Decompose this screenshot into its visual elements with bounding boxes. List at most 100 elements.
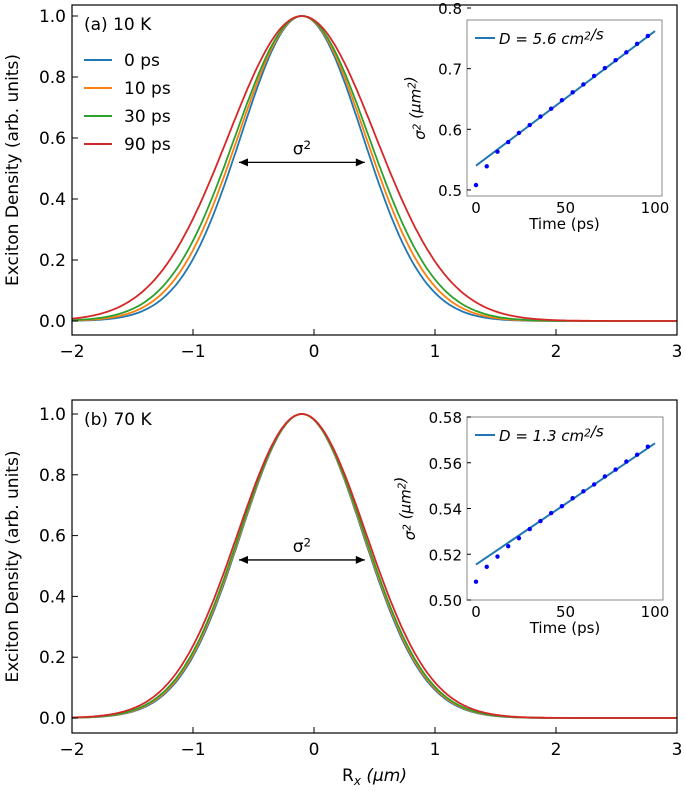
data-point (634, 452, 640, 457)
inset-y-tick-label: 0.52 (429, 546, 462, 564)
data-point (495, 554, 500, 559)
y-tick-label: 0.6 (39, 527, 66, 547)
data-point (591, 482, 597, 487)
x-tick-label: 3 (672, 342, 683, 362)
axes-frame (71, 4, 678, 336)
sigma-annotation: σ2 (293, 138, 311, 159)
data-point (591, 73, 597, 79)
y-axis-label: Exciton Density (arb. units) (3, 54, 23, 286)
data-point (506, 139, 511, 145)
data-point (548, 106, 554, 111)
curve-90-ps (71, 15, 677, 322)
x-axis-label: Rx (μm) (342, 766, 407, 788)
y-tick-label: 1.0 (39, 7, 66, 27)
data-point (516, 130, 522, 136)
data-point (516, 536, 522, 541)
data-point (613, 467, 618, 472)
data-point (634, 41, 640, 46)
data-point (602, 474, 608, 479)
data-point (570, 496, 575, 501)
inset-y-axis-label: σ2 (μm2) (392, 477, 419, 541)
inset-legend-label: D = 5.6 cm2/s (499, 25, 604, 48)
x-tick-label: −2 (59, 740, 84, 760)
sigma-annotation: σ2 (293, 536, 311, 557)
data-point (602, 65, 608, 71)
y-tick-label: 0.6 (39, 129, 66, 149)
legend-label: 90 ps (124, 135, 171, 155)
x-tick-label: −1 (180, 342, 205, 362)
x-tick-label: 2 (551, 342, 562, 362)
data-point (645, 444, 651, 449)
inset-a: 0.5 0.6 0.7 0.8 0 50 100 Time (ps) σ2 (μm2) D = 5… (402, 0, 670, 233)
panel-b: −2 −1 0 1 2 3 0.0 0.2 0.4 0.6 0.8 1.0 Exciton Densit… (3, 399, 683, 788)
inset-y-axis-label: σ2 (μm2) (402, 76, 429, 140)
x-tick-label: 1 (430, 342, 441, 362)
inset-y-tick-label: 0.5 (438, 182, 462, 200)
data-point (527, 122, 532, 128)
panel-title: (b) 70 K (84, 410, 152, 430)
data-point (538, 518, 543, 524)
y-tick-label: 0.2 (39, 251, 66, 271)
y-tick-label: 0.0 (39, 312, 66, 332)
inset-x-tick-label: 0 (471, 603, 481, 621)
y-tick-label: 0.4 (39, 190, 66, 210)
legend-label: 0 ps (124, 51, 160, 71)
data-point (559, 97, 565, 103)
inset-legend-label: D = 1.3 cm2/s (499, 422, 604, 445)
data-point (645, 33, 651, 39)
inset-x-tick-label: 50 (556, 199, 575, 217)
panel-title: (a) 10 K (84, 15, 152, 35)
y-axis-label: Exciton Density (arb. units) (3, 451, 23, 683)
data-point (473, 579, 479, 584)
y-tick-label: 0.0 (39, 709, 66, 729)
axes-frame (71, 399, 678, 734)
x-tick-label: 3 (672, 740, 683, 760)
curve-90-ps (72, 413, 677, 719)
data-point (484, 164, 489, 169)
legend-label: 30 ps (124, 107, 171, 127)
x-tick-label: 0 (309, 342, 320, 362)
x-tick-label: 1 (430, 740, 441, 760)
panel-a: −2 −1 0 1 2 3 0.0 0.2 0.4 0.6 0.8 1.0 Exciton Densit… (3, 0, 682, 362)
data-point (473, 182, 479, 188)
inset-x-axis-label: Time (ps) (528, 215, 600, 233)
y-tick-label: 0.2 (39, 648, 66, 668)
x-tick-label: 0 (309, 740, 320, 760)
data-point (613, 57, 618, 63)
inset-frame (466, 416, 664, 601)
inset-y-tick-label: 0.56 (429, 455, 462, 473)
inset-x-tick-label: 0 (471, 199, 481, 217)
y-tick-label: 0.8 (39, 68, 66, 88)
inset-y-tick-label: 0.58 (429, 409, 462, 427)
data-point (624, 459, 629, 464)
fit-line (475, 442, 656, 566)
y-tick-label: 0.8 (39, 466, 66, 486)
inset-y-tick-label: 0.50 (429, 592, 462, 610)
inset-x-tick-label: 100 (641, 603, 670, 621)
inset-y-tick-label: 0.6 (438, 121, 462, 139)
data-point (538, 114, 543, 119)
data-point (548, 510, 554, 516)
data-point (570, 90, 575, 95)
data-point (527, 526, 532, 532)
inset-x-axis-label: Time (ps) (529, 619, 601, 637)
legend-label: 10 ps (124, 79, 171, 99)
inset-x-tick-label: 100 (641, 199, 670, 217)
x-tick-label: −2 (59, 342, 84, 362)
data-point (495, 149, 500, 154)
inset-b: 0.50 0.52 0.54 0.56 0.58 0 50 100 Time (ps) σ2 (μ… (392, 409, 670, 637)
x-tick-label: −1 (180, 740, 205, 760)
y-tick-label: 0.4 (39, 587, 66, 607)
inset-x-tick-label: 50 (556, 603, 575, 621)
inset-y-tick-label: 0.54 (429, 501, 462, 519)
data-point (559, 504, 565, 509)
x-tick-label: 2 (551, 740, 562, 760)
data-point (581, 489, 586, 494)
y-tick-label: 1.0 (39, 405, 66, 425)
data-point (484, 564, 489, 570)
inset-y-tick-label: 0.7 (438, 61, 462, 79)
data-point (624, 50, 629, 55)
data-point (506, 544, 511, 549)
inset-y-tick-label: 0.8 (438, 0, 462, 18)
